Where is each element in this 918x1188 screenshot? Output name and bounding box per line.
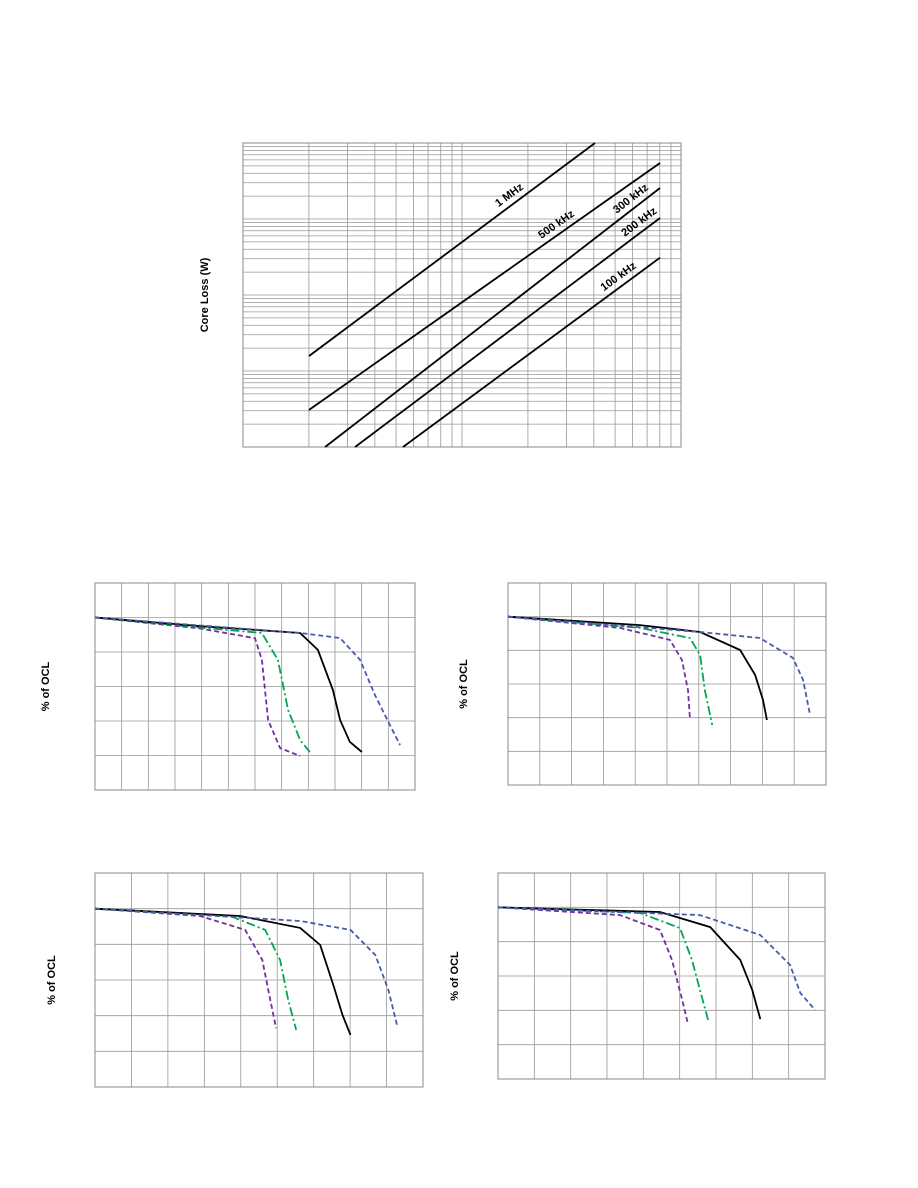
chart: % of OCL [46, 872, 424, 1088]
series-label: 1 MHz [493, 181, 526, 210]
y-axis-label: % of OCL [46, 955, 58, 1005]
y-axis-label: % of OCL [458, 659, 470, 709]
chart: % of OCL [458, 582, 827, 786]
plot-frame [94, 872, 424, 1088]
series-line [497, 906, 816, 1011]
series-line [94, 616, 401, 746]
y-axis-label: % of OCL [449, 951, 461, 1001]
plot-frame [497, 872, 826, 1080]
series-line [324, 187, 661, 448]
y-axis-label: % of OCL [40, 661, 52, 711]
series-line [497, 906, 762, 1020]
series-line [94, 907, 352, 1036]
series-line [507, 615, 768, 721]
series-line [507, 615, 811, 716]
series-line [402, 256, 661, 448]
series-line [507, 615, 714, 726]
series-line [94, 907, 298, 1031]
series-line [94, 616, 301, 757]
series-line [354, 217, 661, 448]
series-line [308, 142, 596, 357]
chart: % of OCL [40, 582, 416, 791]
series-line [497, 906, 710, 1022]
y-axis-label: Core Loss (W) [199, 257, 211, 332]
plot-frame [94, 582, 416, 791]
series-line [94, 907, 399, 1028]
plot-frame [242, 142, 682, 448]
series-line [497, 906, 689, 1025]
series-line [94, 907, 277, 1029]
chart: % of OCL [449, 872, 826, 1080]
plot-frame [507, 582, 827, 786]
series-line [94, 616, 311, 753]
series-line [308, 162, 661, 411]
